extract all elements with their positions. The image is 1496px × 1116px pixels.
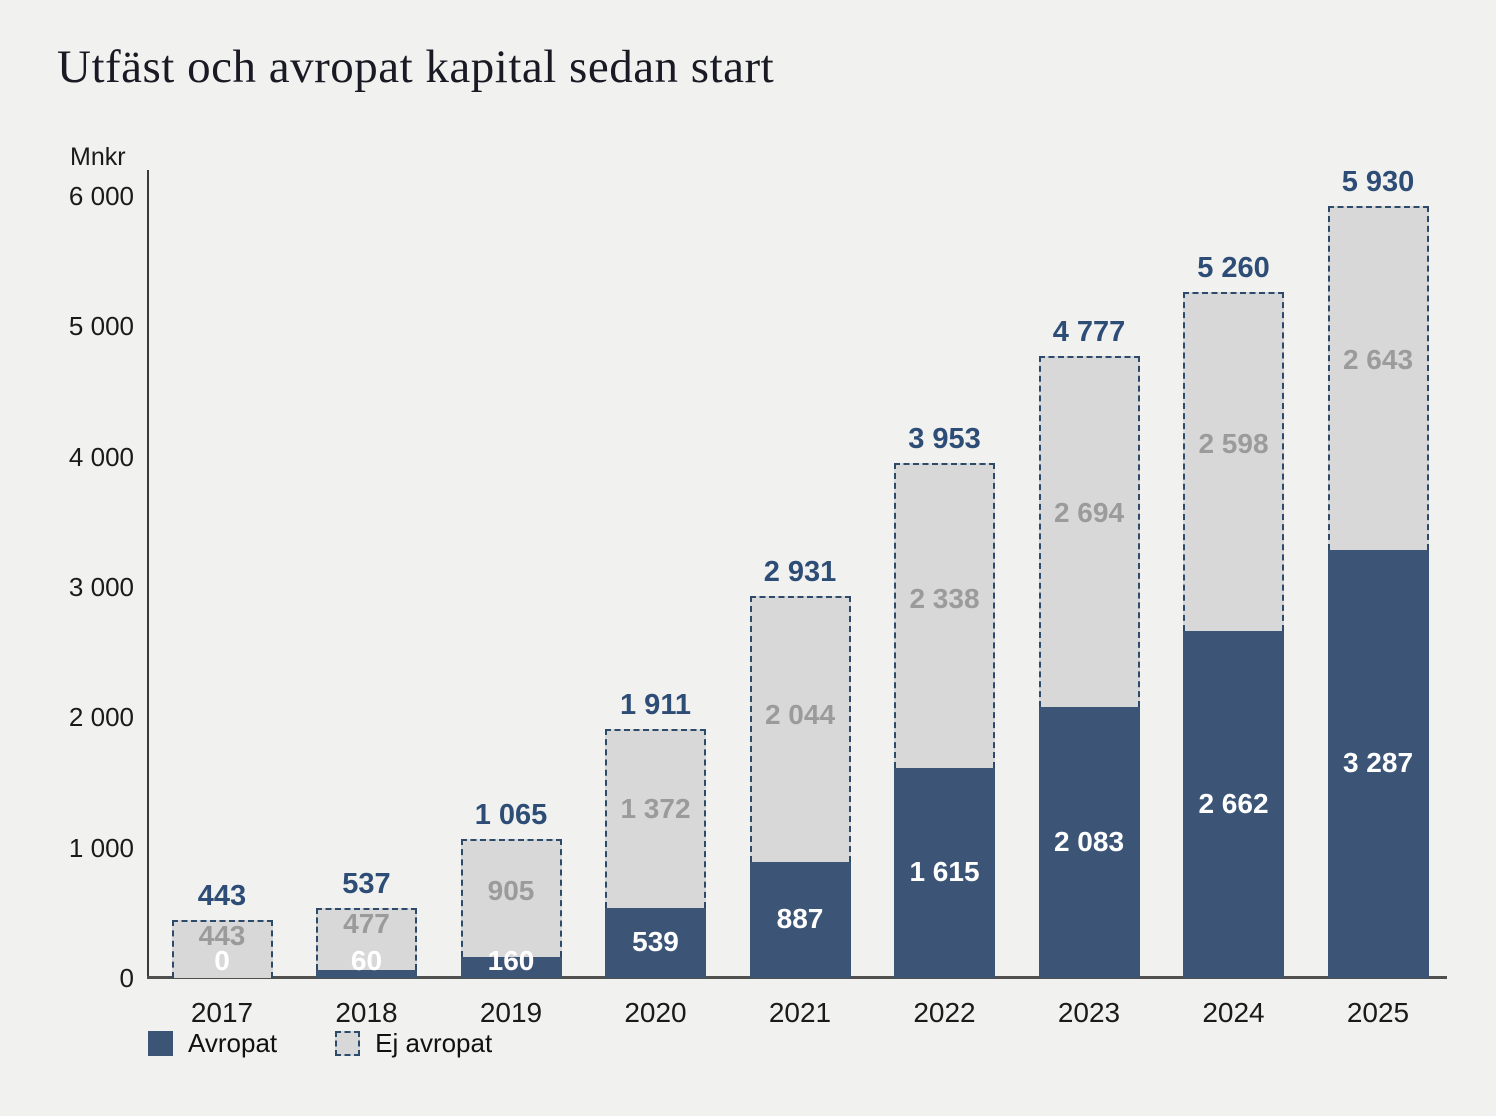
avropat-value-label: 0 [214, 945, 230, 976]
y-tick-label: 1 000 [68, 832, 134, 863]
ej-avropat-value-label: 2 598 [1198, 427, 1269, 459]
legend-item-ej-avropat: Ej avropat [335, 1028, 492, 1059]
x-axis-label-2020: 2020 [624, 997, 687, 1028]
ej-avropat-value-label: 1 372 [620, 792, 691, 824]
total-value-label: 1 911 [620, 689, 691, 721]
y-axis-unit-label: Mnkr [70, 143, 126, 171]
total-value-label: 537 [342, 868, 391, 900]
total-value-label: 3 953 [908, 423, 981, 455]
segment-avropat [1327, 550, 1429, 978]
segment-avropat [605, 908, 706, 978]
segment-ej-avropat [894, 463, 995, 768]
segment-ej-avropat [749, 596, 851, 862]
y-tick-label: 5 000 [68, 311, 134, 342]
total-value-label: 443 [197, 880, 247, 912]
ej-avropat-value-label: 2 338 [909, 583, 980, 615]
segment-ej-avropat [1327, 206, 1429, 550]
total-value-label: 4 777 [1052, 316, 1126, 348]
chart-title: Utfäst och avropat kapital sedan start [57, 41, 775, 93]
total-value-label: 1 065 [474, 799, 548, 831]
total-value-label: 5 260 [1197, 252, 1270, 284]
bar-group-2021: 2 931 2 044 887 2021 [749, 556, 851, 1028]
bar-group-2024: 5 260 2 598 2 662 2024 [1183, 252, 1284, 1028]
x-axis-label-2023: 2023 [1057, 997, 1121, 1028]
bar-group-2018: 537 477 60 2018 [316, 868, 417, 1028]
total-value-label: 5 930 [1341, 166, 1415, 198]
ej-avropat-value-label: 477 [343, 908, 390, 939]
segment-avropat [894, 768, 995, 978]
legend: Avropat Ej avropat [148, 1028, 492, 1059]
segment-ej-avropat [1038, 356, 1140, 707]
segment-ej-avropat [171, 920, 273, 978]
legend-swatch-ej-avropat-icon [335, 1031, 361, 1056]
x-axis-label-2021: 2021 [768, 997, 832, 1028]
segment-avropat [749, 862, 851, 978]
segment-ej-avropat [605, 729, 706, 908]
segment-ej-avropat [1183, 292, 1284, 631]
avropat-value-label: 60 [350, 945, 383, 976]
segment-ej-avropat [460, 839, 562, 957]
avropat-value-label: 887 [776, 903, 824, 934]
segment-avropat [1038, 707, 1140, 978]
legend-item-avropat: Avropat [148, 1028, 277, 1059]
y-tick-label: 6 000 [68, 181, 134, 211]
x-axis-label-2024: 2024 [1202, 997, 1265, 1028]
x-axis-label-2019: 2019 [479, 997, 543, 1028]
ej-avropat-value-label: 443 [198, 920, 246, 951]
avropat-value-label: 160 [487, 945, 535, 976]
avropat-value-label: 3 287 [1342, 747, 1414, 778]
y-tick-label: 2 000 [68, 702, 134, 733]
bar-group-2025: 5 930 2 643 3 287 2025 [1327, 166, 1429, 1028]
legend-label: Ej avropat [375, 1028, 493, 1058]
segment-avropat [316, 970, 417, 978]
segment-avropat [460, 957, 562, 978]
y-axis-line [147, 170, 149, 978]
y-tick-label: 4 000 [68, 441, 134, 472]
ej-avropat-value-label: 2 643 [1342, 343, 1414, 375]
x-axis-label-2025: 2025 [1346, 997, 1410, 1028]
y-tick-label: 3 000 [68, 572, 134, 602]
ej-avropat-value-label: 905 [487, 875, 535, 907]
bar-group-2019: 1 065 905 160 2019 [460, 799, 562, 1028]
bar-group-2017: 443 443 0 2017 [171, 880, 273, 1028]
legend-label: Avropat [188, 1028, 278, 1058]
segment-avropat [1183, 631, 1284, 978]
avropat-value-label: 2 662 [1198, 787, 1269, 819]
total-value-label: 2 931 [763, 556, 837, 588]
avropat-value-label: 1 615 [909, 856, 980, 887]
legend-swatch-avropat-icon [148, 1031, 173, 1056]
y-tick-label: 0 [119, 963, 134, 993]
avropat-value-label: 2 083 [1053, 825, 1125, 857]
x-axis-label-2022: 2022 [913, 997, 976, 1028]
avropat-value-label: 539 [632, 926, 679, 957]
bar-group-2023: 4 777 2 694 2 083 2023 [1038, 316, 1140, 1028]
bar-group-2022: 3 953 2 338 1 615 2022 [894, 423, 995, 1028]
ej-avropat-value-label: 2 044 [764, 698, 836, 730]
ej-avropat-value-label: 2 694 [1053, 496, 1125, 528]
segment-ej-avropat [316, 908, 417, 970]
x-axis-label-2017: 2017 [190, 997, 254, 1028]
bar-group-2020: 1 911 1 372 539 2020 [605, 689, 706, 1028]
x-axis-label-2018: 2018 [335, 997, 398, 1028]
